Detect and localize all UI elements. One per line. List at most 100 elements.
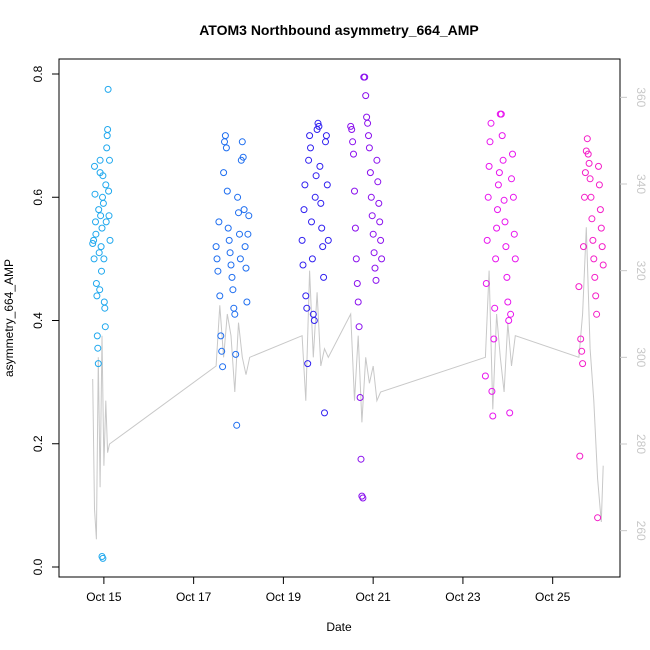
data-point <box>232 350 240 358</box>
data-point <box>592 292 600 300</box>
data-point <box>489 412 497 420</box>
data-point <box>351 187 358 195</box>
data-point <box>361 73 369 81</box>
data-point <box>595 162 602 170</box>
data-point <box>597 224 605 232</box>
data-point <box>321 409 328 417</box>
data-point <box>576 452 584 460</box>
data-point <box>370 249 378 257</box>
data-point <box>367 193 375 201</box>
data-point <box>362 92 370 100</box>
data-point <box>231 310 239 318</box>
data-point <box>311 193 319 201</box>
data-point <box>375 199 383 207</box>
data-point <box>90 236 98 244</box>
data-point <box>216 292 224 300</box>
data-point <box>307 144 314 152</box>
y-tick-label: 0.2 <box>31 435 45 452</box>
data-point <box>377 236 385 244</box>
right-y-tick-label: 340 <box>634 174 648 194</box>
data-point <box>221 138 228 146</box>
data-point <box>366 169 374 177</box>
data-point <box>239 153 247 161</box>
x-tick-label: Oct 23 <box>445 590 481 604</box>
data-point <box>374 178 382 186</box>
data-point <box>583 135 591 143</box>
right-y-tick-label: 280 <box>634 434 648 454</box>
data-point <box>242 264 250 272</box>
data-point <box>492 255 500 263</box>
data-point <box>596 206 604 214</box>
data-point <box>502 243 510 251</box>
data-point <box>106 236 114 244</box>
data-point <box>233 421 241 429</box>
data-point <box>486 138 494 146</box>
data-point <box>218 347 226 355</box>
data-point <box>368 212 376 220</box>
y-tick-label: 0.0 <box>31 558 45 575</box>
data-point <box>508 175 515 183</box>
data-point <box>100 298 108 306</box>
data-point <box>359 494 367 502</box>
data-point <box>302 292 310 300</box>
data-point <box>587 193 595 201</box>
data-point <box>105 212 113 220</box>
data-point <box>599 261 607 269</box>
x-tick-label: Oct 17 <box>176 590 212 604</box>
data-point <box>507 310 515 318</box>
data-point <box>509 193 517 201</box>
data-point <box>308 255 316 263</box>
data-point <box>363 113 371 121</box>
data-point <box>238 138 246 146</box>
chart-title: ATOM3 Northbound asymmetry_664_AMP <box>199 22 479 38</box>
data-point <box>503 273 511 281</box>
data-point <box>298 236 306 244</box>
data-point <box>92 280 100 287</box>
data-point <box>353 280 361 287</box>
data-point <box>95 206 103 214</box>
data-point <box>594 514 602 522</box>
data-point <box>101 304 109 312</box>
data-point <box>230 304 238 312</box>
data-point <box>581 169 589 177</box>
data-point <box>213 255 221 263</box>
x-tick-label: Oct 15 <box>86 590 122 604</box>
data-point <box>314 119 322 127</box>
data-point <box>580 243 587 251</box>
data-point <box>498 132 506 140</box>
right-y-tick-label: 320 <box>634 261 648 281</box>
data-point <box>98 267 105 275</box>
data-point <box>224 224 232 232</box>
data-point <box>320 273 328 281</box>
data-point <box>303 304 311 312</box>
data-point <box>590 255 598 263</box>
data-point <box>351 224 359 232</box>
data-point <box>589 236 597 244</box>
data-point <box>500 196 508 204</box>
data-point <box>227 261 235 269</box>
data-point <box>584 150 592 158</box>
y-axis: 0.0 0.2 0.4 0.6 0.8 <box>31 65 59 575</box>
data-point <box>312 172 320 180</box>
data-point <box>506 409 514 417</box>
x-axis-label: Date <box>326 620 352 634</box>
right-y-tick-label: 300 <box>634 347 648 367</box>
x-axis: Oct 15 Oct 17 Oct 19 Oct 21 Oct 23 Oct 25 <box>86 576 571 604</box>
data-point <box>316 162 324 170</box>
data-point <box>97 212 105 220</box>
data-point <box>349 138 357 146</box>
secondary-series-line <box>92 227 604 540</box>
data-point <box>225 236 233 244</box>
data-point <box>483 236 491 244</box>
data-point <box>92 218 99 226</box>
data-point <box>578 347 586 355</box>
data-point <box>241 243 249 251</box>
data-point <box>324 236 332 244</box>
data-point <box>487 119 495 127</box>
data-point <box>369 230 377 238</box>
data-point <box>103 144 111 152</box>
data-point <box>585 159 593 167</box>
data-point <box>99 199 107 207</box>
data-point <box>90 255 98 263</box>
